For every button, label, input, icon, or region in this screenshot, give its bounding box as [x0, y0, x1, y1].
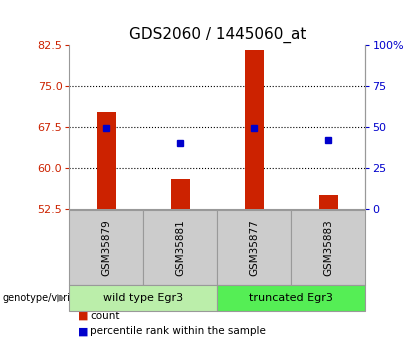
Text: count: count — [90, 311, 120, 321]
Text: ▶: ▶ — [57, 293, 65, 303]
Text: truncated Egr3: truncated Egr3 — [249, 293, 333, 303]
Text: GSM35879: GSM35879 — [101, 219, 111, 276]
Text: ■: ■ — [78, 326, 88, 336]
Bar — [245, 50, 264, 209]
Text: wild type Egr3: wild type Egr3 — [103, 293, 184, 303]
Bar — [319, 195, 338, 209]
Bar — [171, 179, 189, 209]
Text: GSM35877: GSM35877 — [249, 219, 260, 276]
Text: percentile rank within the sample: percentile rank within the sample — [90, 326, 266, 336]
Bar — [97, 112, 116, 209]
Text: GSM35881: GSM35881 — [175, 219, 185, 276]
Text: genotype/variation: genotype/variation — [2, 293, 95, 303]
Title: GDS2060 / 1445060_at: GDS2060 / 1445060_at — [129, 27, 306, 43]
Text: GSM35883: GSM35883 — [323, 219, 333, 276]
Text: ■: ■ — [78, 311, 88, 321]
